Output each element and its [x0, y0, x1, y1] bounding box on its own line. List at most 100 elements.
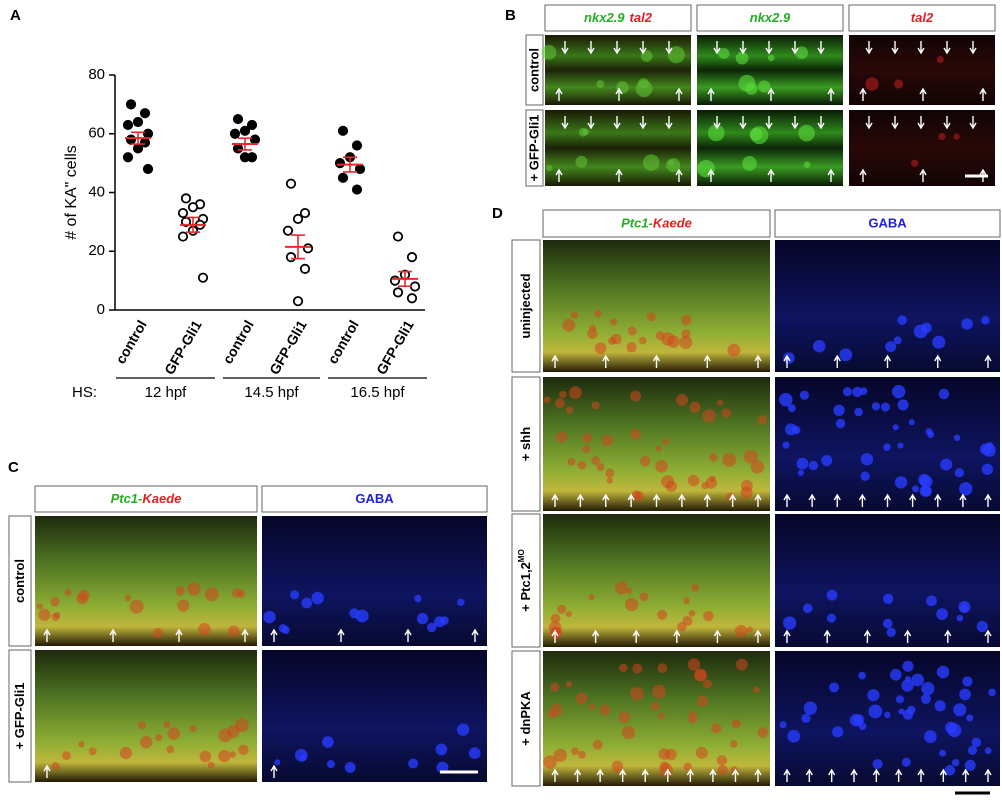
arrow: [891, 116, 899, 130]
arrow: [943, 116, 951, 130]
row-label-part: control: [527, 48, 542, 92]
micrograph: [543, 651, 770, 786]
cell: [615, 581, 628, 595]
cell: [263, 610, 276, 624]
arrow: [551, 493, 559, 507]
arrow: [729, 493, 737, 507]
arrow: [627, 493, 635, 507]
cell: [679, 335, 693, 349]
header-part: nkx2.9: [750, 10, 791, 25]
arrow: [791, 116, 799, 130]
cell: [591, 401, 600, 410]
cell: [278, 624, 288, 633]
cell: [910, 159, 919, 167]
cell: [858, 671, 866, 680]
cell: [218, 750, 231, 763]
arrow: [576, 493, 584, 507]
cell: [758, 80, 771, 93]
cell: [936, 608, 949, 621]
cell: [543, 755, 557, 769]
cell: [640, 50, 653, 62]
data-point: [285, 178, 297, 189]
x-tick-label: control: [324, 317, 362, 366]
arrow: [596, 768, 604, 782]
arrow: [883, 493, 892, 507]
cell: [901, 679, 914, 692]
cell: [895, 695, 904, 704]
cell: [697, 159, 715, 178]
cell: [906, 705, 916, 715]
arrow: [713, 629, 722, 643]
arrow: [754, 354, 762, 368]
cell: [897, 399, 909, 411]
column-header: GABA: [868, 216, 907, 231]
cell: [880, 402, 890, 412]
cell: [967, 745, 978, 755]
data-point: [406, 252, 418, 263]
cell: [681, 329, 691, 339]
data-point: [132, 116, 144, 128]
cell: [729, 740, 738, 748]
cell: [882, 618, 893, 629]
cell: [36, 603, 43, 610]
arrow: [43, 764, 51, 778]
cell: [687, 474, 700, 487]
cell: [638, 336, 647, 345]
arrow: [817, 41, 825, 55]
cell: [779, 721, 787, 729]
cell: [571, 747, 579, 756]
row-label-part: uninjected: [518, 273, 533, 338]
cell: [657, 609, 668, 620]
cell: [860, 471, 870, 481]
arrow: [703, 354, 711, 368]
arrow: [805, 768, 813, 782]
micrograph: [262, 516, 487, 646]
cell: [51, 762, 60, 771]
cell: [953, 133, 960, 140]
cell: [683, 762, 692, 771]
overlay: [545, 110, 691, 186]
arrow: [850, 768, 858, 782]
arrow: [833, 354, 841, 368]
arrow: [783, 768, 791, 782]
cell: [577, 750, 586, 759]
cell: [543, 396, 551, 404]
header-part: Ptc1-: [111, 491, 143, 506]
column-header: Ptc1-Kaede: [621, 216, 692, 231]
cell: [652, 684, 667, 699]
data-point: [302, 243, 314, 254]
arrow: [984, 354, 992, 368]
row-label-part: + GFP-Gli1: [12, 683, 27, 750]
cell: [124, 594, 132, 602]
arrow: [909, 493, 917, 507]
cell: [885, 341, 897, 353]
micrograph: [545, 35, 691, 105]
x-tick-label: control: [112, 317, 150, 366]
cell: [175, 586, 185, 596]
arrow: [591, 629, 600, 643]
cell: [956, 614, 964, 622]
cell: [925, 428, 933, 436]
row-label-box: [525, 34, 544, 106]
arrow: [665, 116, 673, 130]
data-point: [177, 207, 189, 219]
cell: [981, 463, 994, 476]
cell: [832, 726, 844, 738]
data-point: [334, 158, 346, 169]
cell: [711, 723, 722, 734]
arrow: [551, 629, 559, 643]
arrow: [639, 41, 647, 55]
data-point: [351, 184, 363, 195]
cell: [953, 434, 961, 442]
cell: [650, 701, 660, 711]
cell: [849, 713, 863, 727]
cell: [153, 627, 163, 638]
arrow: [917, 116, 925, 130]
x-tick-label: control: [219, 317, 257, 366]
micrograph: [543, 514, 770, 647]
cell: [783, 616, 797, 630]
row-label-box: [8, 515, 32, 647]
arrow: [917, 41, 925, 55]
arrow: [675, 87, 683, 101]
cell: [883, 443, 891, 451]
